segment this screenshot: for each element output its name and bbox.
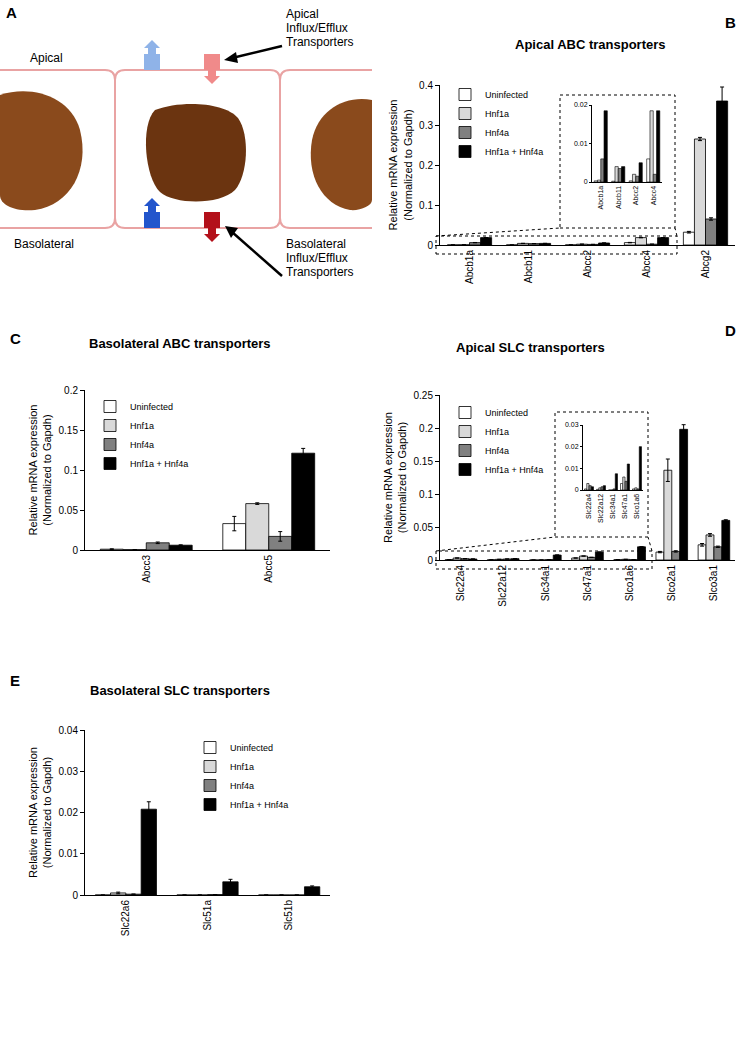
svg-text:Abcb1a: Abcb1a xyxy=(597,186,604,210)
svg-text:0.15: 0.15 xyxy=(59,425,79,436)
svg-text:Slc22a6: Slc22a6 xyxy=(120,900,131,937)
svg-text:Apical ABC transporters: Apical ABC transporters xyxy=(515,37,666,52)
svg-text:0.02: 0.02 xyxy=(574,101,588,108)
svg-text:0.3: 0.3 xyxy=(419,120,433,131)
svg-text:BasolateralInflux/EffluxTransp: BasolateralInflux/EffluxTransporters xyxy=(286,237,354,279)
svg-text:0.02: 0.02 xyxy=(565,443,579,450)
svg-text:0.25: 0.25 xyxy=(414,390,434,401)
svg-text:0: 0 xyxy=(584,178,588,185)
svg-text:Uninfected: Uninfected xyxy=(230,743,273,753)
svg-text:Relative mRNA expression(Norma: Relative mRNA expression(Normalized to G… xyxy=(382,412,408,543)
svg-text:Hnf1a: Hnf1a xyxy=(230,762,254,772)
svg-text:0.1: 0.1 xyxy=(419,489,433,500)
svg-text:0: 0 xyxy=(72,545,78,556)
svg-text:0.03: 0.03 xyxy=(59,766,79,777)
svg-text:Abcc3: Abcc3 xyxy=(141,555,152,583)
svg-text:Uninfected: Uninfected xyxy=(485,408,528,418)
svg-text:0.04: 0.04 xyxy=(59,725,79,736)
svg-text:Slc51a: Slc51a xyxy=(202,900,213,931)
svg-text:Relative mRNA expression(Norma: Relative mRNA expression(Normalized to G… xyxy=(27,405,53,536)
svg-text:0.03: 0.03 xyxy=(565,421,579,428)
svg-text:Slc47a1: Slc47a1 xyxy=(621,494,628,519)
svg-text:Abcc4: Abcc4 xyxy=(650,186,657,206)
svg-text:Hnf4a: Hnf4a xyxy=(130,440,154,450)
svg-text:Basolateral SLC transporters: Basolateral SLC transporters xyxy=(90,683,270,698)
svg-text:0.15: 0.15 xyxy=(414,456,434,467)
svg-text:Slco1a6: Slco1a6 xyxy=(633,494,640,519)
svg-text:0: 0 xyxy=(427,240,433,251)
svg-text:Uninfected: Uninfected xyxy=(485,90,528,100)
svg-text:Abcc2: Abcc2 xyxy=(632,186,639,206)
svg-text:0.1: 0.1 xyxy=(64,465,78,476)
svg-text:Hnf1a: Hnf1a xyxy=(485,427,509,437)
svg-text:Hnf1a + Hnf4a: Hnf1a + Hnf4a xyxy=(485,465,543,475)
svg-text:0.01: 0.01 xyxy=(565,465,579,472)
svg-text:0: 0 xyxy=(575,486,579,493)
svg-text:0: 0 xyxy=(427,555,433,566)
svg-text:0.2: 0.2 xyxy=(64,385,78,396)
svg-text:Abcc4: Abcc4 xyxy=(641,250,652,278)
svg-text:Slc22a12: Slc22a12 xyxy=(497,565,508,607)
svg-text:Abcb11: Abcb11 xyxy=(523,250,534,284)
svg-text:Apical: Apical xyxy=(30,51,63,65)
svg-text:Hnf4a: Hnf4a xyxy=(485,446,509,456)
svg-text:C: C xyxy=(10,330,21,347)
svg-text:Slc22a4: Slc22a4 xyxy=(455,565,466,602)
svg-text:0.2: 0.2 xyxy=(419,160,433,171)
svg-text:Relative mRNA expression(Norma: Relative mRNA expression(Normalized to G… xyxy=(27,747,53,878)
svg-text:Slco2a1: Slco2a1 xyxy=(666,565,677,602)
svg-text:Abcc5: Abcc5 xyxy=(263,555,274,583)
svg-text:Abcb11: Abcb11 xyxy=(615,186,622,209)
svg-text:Hnf1a + Hnf4a: Hnf1a + Hnf4a xyxy=(230,800,288,810)
svg-text:Hnf4a: Hnf4a xyxy=(485,128,509,138)
svg-text:ApicalInflux/EffluxTransporter: ApicalInflux/EffluxTransporters xyxy=(286,7,354,49)
svg-text:Slc34a1: Slc34a1 xyxy=(540,565,551,602)
svg-text:D: D xyxy=(725,322,736,339)
svg-text:A: A xyxy=(6,4,17,21)
svg-text:0.05: 0.05 xyxy=(59,505,79,516)
svg-text:0.01: 0.01 xyxy=(574,140,588,147)
svg-text:Abcg2: Abcg2 xyxy=(700,250,711,279)
svg-text:E: E xyxy=(10,672,20,689)
svg-text:0.02: 0.02 xyxy=(59,807,79,818)
svg-text:Slco3a1: Slco3a1 xyxy=(708,565,719,602)
svg-text:Abcb1a: Abcb1a xyxy=(464,250,475,284)
svg-text:0.01: 0.01 xyxy=(59,848,79,859)
svg-text:0.1: 0.1 xyxy=(419,200,433,211)
svg-text:Slc22a4: Slc22a4 xyxy=(585,494,592,519)
svg-text:B: B xyxy=(725,14,736,31)
svg-text:Slc22a12: Slc22a12 xyxy=(597,494,604,523)
svg-text:Uninfected: Uninfected xyxy=(130,402,173,412)
svg-text:Slc51b: Slc51b xyxy=(283,900,294,931)
svg-text:Abcc2: Abcc2 xyxy=(582,250,593,278)
svg-text:Basolateral: Basolateral xyxy=(14,237,74,251)
svg-text:Hnf1a: Hnf1a xyxy=(130,421,154,431)
svg-text:Slc47a1: Slc47a1 xyxy=(582,565,593,602)
svg-text:0: 0 xyxy=(72,890,78,901)
svg-text:0.4: 0.4 xyxy=(419,80,433,91)
svg-text:Apical SLC transporters: Apical SLC transporters xyxy=(456,340,605,355)
svg-text:Hnf1a: Hnf1a xyxy=(485,109,509,119)
svg-text:Basolateral ABC transporters: Basolateral ABC transporters xyxy=(89,336,271,351)
svg-text:0.05: 0.05 xyxy=(414,522,434,533)
svg-text:Relative mRNA expression(Norma: Relative mRNA expression(Normalized to G… xyxy=(387,100,413,231)
svg-text:Hnf1a + Hnf4a: Hnf1a + Hnf4a xyxy=(485,147,543,157)
svg-text:0.2: 0.2 xyxy=(419,423,433,434)
svg-text:Slc34a1: Slc34a1 xyxy=(609,494,616,519)
svg-text:Slco1a6: Slco1a6 xyxy=(624,565,635,602)
svg-text:Hnf4a: Hnf4a xyxy=(230,781,254,791)
svg-text:Hnf1a + Hnf4a: Hnf1a + Hnf4a xyxy=(130,459,188,469)
